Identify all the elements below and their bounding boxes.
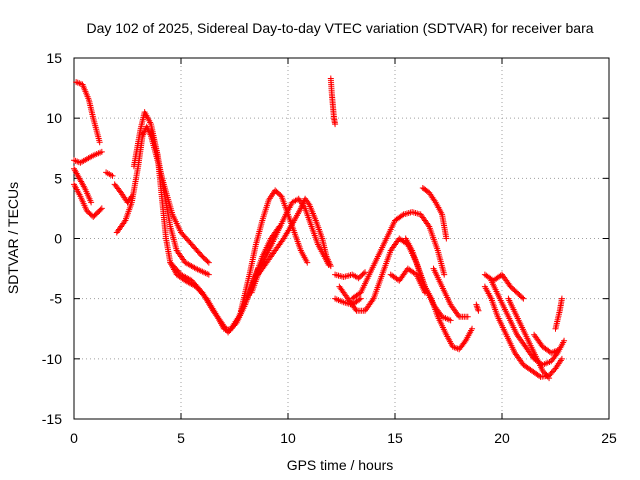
y-tick-label: -15 [42,411,62,427]
data-point [475,307,482,314]
chart-title: Day 102 of 2025, Sidereal Day-to-day VTE… [86,20,593,36]
series-arc-3 [71,181,105,220]
data-point [543,372,550,379]
y-tick-label: 10 [46,110,62,126]
data-point [399,212,406,219]
series-arc-25 [481,283,565,380]
data-point [277,192,284,199]
data-points [71,75,568,382]
y-tick-label: 15 [46,50,62,66]
series-arc-12 [248,195,332,296]
y-tick-label: -5 [50,291,63,307]
data-point [539,367,546,374]
series-arc-24 [481,271,527,302]
data-point [98,205,105,212]
data-point [551,366,558,373]
series-arc-4 [71,165,95,206]
data-point [540,369,547,376]
x-tick-label: 15 [387,430,403,446]
series-arc-27 [505,295,553,382]
series-arc-15 [332,269,369,282]
data-point [357,295,364,302]
data-point [88,199,95,206]
data-point [548,369,555,376]
x-tick-label: 0 [70,430,78,446]
x-tick-label: 5 [177,430,185,446]
data-point [461,339,468,346]
data-point [447,317,454,324]
series-arc-23 [473,301,482,314]
data-point [441,271,448,278]
data-point [97,206,104,213]
data-point [542,370,549,377]
data-point [544,373,551,380]
data-point [464,313,471,320]
data-point [561,337,568,344]
data-point [362,269,369,276]
data-point [360,270,367,277]
series-arc-2 [71,148,105,166]
data-point [327,263,334,270]
data-point [109,172,116,179]
data-point [474,304,481,311]
data-point [204,258,211,265]
series-arc-22 [430,265,471,320]
data-point [558,295,565,302]
series-arc-6 [111,181,135,206]
y-tick-labels: -15 -10 -5 0 5 10 15 [42,50,62,427]
y-tick-label: 0 [54,231,62,247]
series-arc-14 [327,75,339,128]
series-arc-29 [552,295,565,332]
x-axis-label: GPS time / hours [287,457,394,473]
series-arc-13 [255,195,334,278]
data-point [554,347,561,354]
series-arc-5 [103,169,116,179]
y-tick-label: 5 [54,170,62,186]
series-arc-28 [531,331,561,356]
data-point [549,368,556,375]
x-tick-label: 20 [494,430,510,446]
series-arc-21 [419,184,450,242]
data-point [96,139,103,146]
x-tick-labels: 0 5 10 15 20 25 [70,430,617,446]
x-tick-label: 25 [601,430,617,446]
data-point [536,372,543,379]
data-point [205,271,212,278]
data-point [469,325,476,332]
data-point [232,321,239,328]
data-point [98,148,105,155]
grid [74,58,609,419]
series-arc-20 [402,235,476,353]
axes [73,57,610,420]
series-arc-11 [237,187,311,314]
data-point [117,188,124,195]
x-tick-label: 10 [280,430,296,446]
y-tick-label: -10 [42,351,62,367]
data-point [332,121,339,128]
data-point [558,355,565,362]
data-point [520,295,527,302]
data-point [304,259,311,266]
data-point [205,259,212,266]
series-arc-26 [488,277,568,368]
series-arc-1 [73,79,103,146]
y-axis-label: SDTVAR / TECUs [5,182,21,294]
data-point [519,294,526,301]
data-point [546,375,553,382]
data-point [356,296,363,303]
series-arc-18 [349,209,448,302]
data-point [443,235,450,242]
